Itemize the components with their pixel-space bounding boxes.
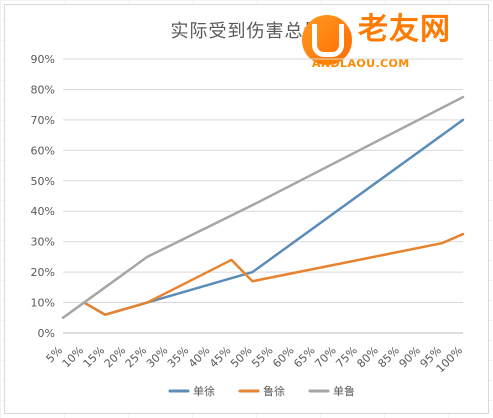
x-tick-label: 80% <box>354 344 380 370</box>
x-tick-label: 25% <box>123 344 149 370</box>
x-tick-label: 70% <box>312 344 338 370</box>
legend-label: 单鲁 <box>333 384 355 398</box>
site-watermark: 老友网 ANDLAOU.COM <box>302 15 470 77</box>
x-tick-label: 50% <box>228 344 254 370</box>
legend-label: 单徐 <box>193 384 215 398</box>
watermark-site-text: ANDLAOU.COM <box>312 57 410 70</box>
y-tick-label: 30% <box>31 236 55 249</box>
chart-container: 实际受到伤害总量 老友网 ANDLAOU.COM 0% 10% 20% 30% 40% 5… <box>4 4 489 414</box>
y-tick-label: 80% <box>31 83 55 96</box>
y-tick-label: 20% <box>31 266 55 279</box>
legend-label: 鲁徐 <box>263 384 285 398</box>
x-tick-label: 90% <box>397 344 423 370</box>
line-chart: 0%10%20%30%40%50%60%70%80%90%5%10%15%20%… <box>31 53 466 398</box>
x-tick-label: 35% <box>165 344 191 370</box>
y-tick-label: 40% <box>31 205 55 218</box>
watermark-badge-icon <box>302 15 352 65</box>
series-line <box>82 118 465 316</box>
y-tick-label: 90% <box>31 53 55 66</box>
y-tick-label: 70% <box>31 114 55 127</box>
x-tick-label: 85% <box>375 344 401 370</box>
series-line <box>61 95 465 320</box>
chart-title: 实际受到伤害总量 <box>170 21 323 42</box>
x-tick-label: 45% <box>207 344 233 370</box>
x-tick-label: 65% <box>291 344 317 370</box>
x-tick-label: 60% <box>270 344 296 370</box>
y-tick-label: 60% <box>31 144 55 157</box>
x-tick-label: 75% <box>333 344 359 370</box>
x-tick-label: 55% <box>249 344 275 370</box>
x-tick-label: 40% <box>186 344 212 370</box>
watermark-brand-text: 老友网 <box>358 12 451 47</box>
y-tick-label: 0% <box>38 327 55 340</box>
x-tick-label: 15% <box>81 344 107 370</box>
series-line <box>82 232 465 316</box>
y-tick-label: 50% <box>31 175 55 188</box>
x-tick-label: 20% <box>102 344 128 370</box>
x-tick-label: 10% <box>60 344 86 370</box>
x-tick-label: 30% <box>144 344 170 370</box>
y-tick-label: 10% <box>31 297 55 310</box>
